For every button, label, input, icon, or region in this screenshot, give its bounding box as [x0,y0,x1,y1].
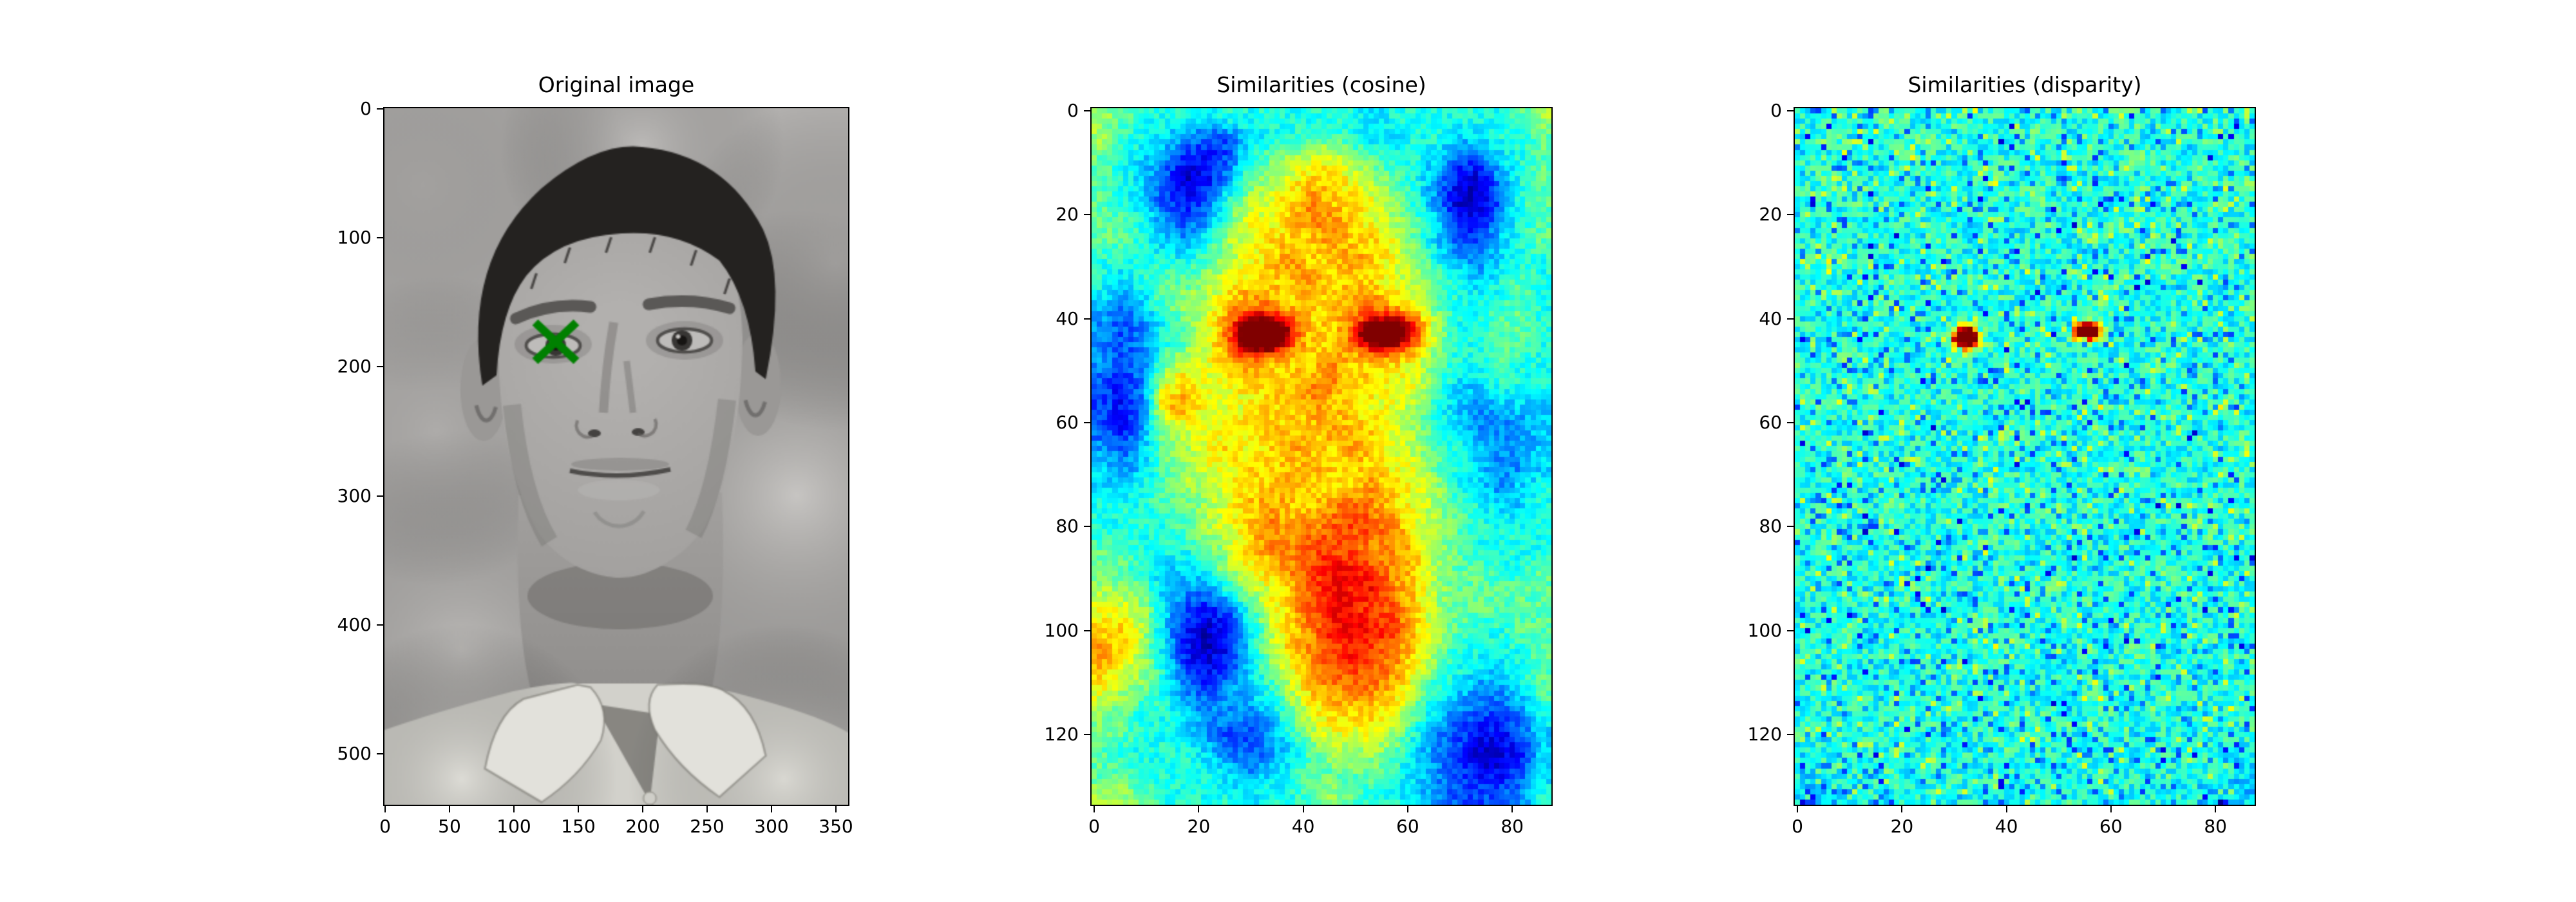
y-tick [1084,318,1090,320]
y-tick-label: 100 [337,227,372,249]
x-tick-label: 80 [2204,816,2227,837]
y-tick [1084,629,1090,631]
y-tick [1084,214,1090,216]
y-tick [377,624,383,626]
y-tick [1787,110,1794,112]
y-tick [377,108,383,110]
x-tick-label: 20 [1890,816,1914,837]
x-tick-label: 60 [2099,816,2123,837]
y-tick-label: 80 [1759,515,1782,537]
x-tick-label: 0 [1792,816,1803,837]
y-tick [377,495,383,497]
x-tick-label: 40 [1291,816,1315,837]
x-tick [2005,806,2007,812]
y-tick-label: 60 [1759,412,1782,434]
x-tick [449,806,450,812]
x-tick-label: 60 [1396,816,1419,837]
x-tick [2110,806,2112,812]
x-tick [1198,806,1200,812]
y-tick-label: 300 [337,485,372,506]
y-tick-label: 80 [1056,515,1079,537]
y-tick [1084,734,1090,736]
x-tick [835,806,837,812]
y-tick-label: 60 [1056,412,1079,434]
x-tick-label: 200 [625,816,660,837]
x-tick [1094,806,1095,812]
x-tick-label: 50 [438,816,461,837]
y-tick [1787,734,1794,736]
x-tick [1797,806,1799,812]
disparity-heatmap-canvas [1795,108,2255,805]
x-tick [1406,806,1408,812]
x-tick [1511,806,1513,812]
subplot-similarities-cosine: Similarities (cosine) 0 20 40 60 80 0 20 40 60 80… [1045,72,1553,837]
y-tick-label: 120 [1044,724,1079,745]
y-tick-label: 200 [337,356,372,378]
y-tick-label: 100 [1044,619,1079,641]
y-tick [1084,526,1090,528]
x-tick [384,806,386,812]
y-tick [377,237,383,239]
y-tick [377,753,383,754]
y-tick-label: 120 [1747,724,1782,745]
y-tick [377,366,383,368]
y-tick-label: 20 [1759,204,1782,225]
x-tick-label: 0 [1088,816,1100,837]
x-tick [706,806,708,812]
x-tick [1901,806,1903,812]
x-tick-label: 150 [561,816,596,837]
y-tick-label: 0 [1770,100,1782,122]
original-image-canvas [384,108,848,805]
y-tick [1787,526,1794,528]
y-tick [1084,422,1090,424]
x-tick [2215,806,2217,812]
y-tick-label: 20 [1056,204,1079,225]
x-tick [1302,806,1304,812]
x-tick-label: 100 [497,816,531,837]
x-tick-label: 250 [690,816,724,837]
y-tick-label: 100 [1747,619,1782,641]
y-tick-label: 40 [1056,307,1079,329]
y-tick [1787,629,1794,631]
y-tick-label: 0 [1067,100,1079,122]
y-tick [1084,110,1090,112]
x-tick-label: 300 [754,816,789,837]
y-tick [1787,422,1794,424]
x-tick-label: 0 [379,816,391,837]
subplot-title-original: Original image [538,72,695,97]
y-tick-label: 400 [337,613,372,635]
y-tick [1787,214,1794,216]
subplot-title-cosine: Similarities (cosine) [1217,72,1426,97]
x-tick [771,806,772,812]
x-tick [642,806,643,812]
y-tick-label: 40 [1759,307,1782,329]
y-tick-label: 500 [337,742,372,764]
x-tick-label: 20 [1187,816,1211,837]
y-tick [1787,318,1794,320]
cosine-heatmap-canvas [1092,108,1551,805]
x-tick-label: 80 [1501,816,1524,837]
subplot-similarities-disparity: Similarities (disparity) 0 20 40 60 80 0 20 40 6… [1748,72,2256,837]
x-tick [513,806,515,812]
x-tick-label: 40 [1994,816,2018,837]
subplot-title-disparity: Similarities (disparity) [1908,72,2142,97]
subplot-original-image: Original image 0 50 100 150 200 250 300 350 0 100… [337,72,853,837]
x-tick-label: 350 [819,816,853,837]
y-tick-label: 0 [360,98,372,120]
x-tick [578,806,579,812]
